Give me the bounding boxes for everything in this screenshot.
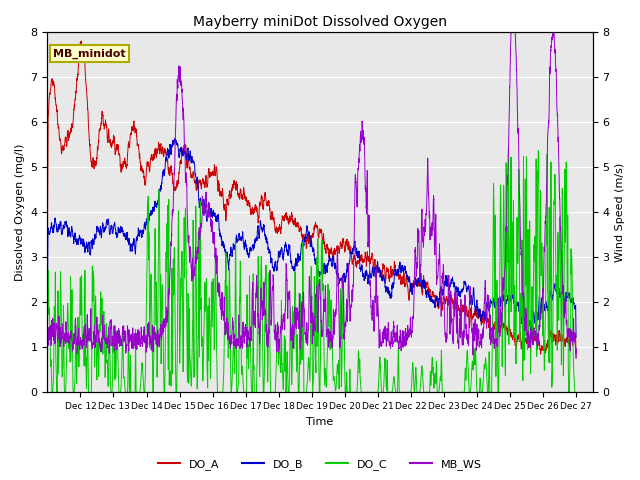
Legend: DO_A, DO_B, DO_C, MB_WS: DO_A, DO_B, DO_C, MB_WS <box>154 455 486 474</box>
Text: MB_minidot: MB_minidot <box>53 49 125 59</box>
Y-axis label: Wind Speed (m/s): Wind Speed (m/s) <box>615 162 625 262</box>
Y-axis label: Dissolved Oxygen (mg/l): Dissolved Oxygen (mg/l) <box>15 143 25 281</box>
Title: Mayberry miniDot Dissolved Oxygen: Mayberry miniDot Dissolved Oxygen <box>193 15 447 29</box>
X-axis label: Time: Time <box>307 417 333 427</box>
